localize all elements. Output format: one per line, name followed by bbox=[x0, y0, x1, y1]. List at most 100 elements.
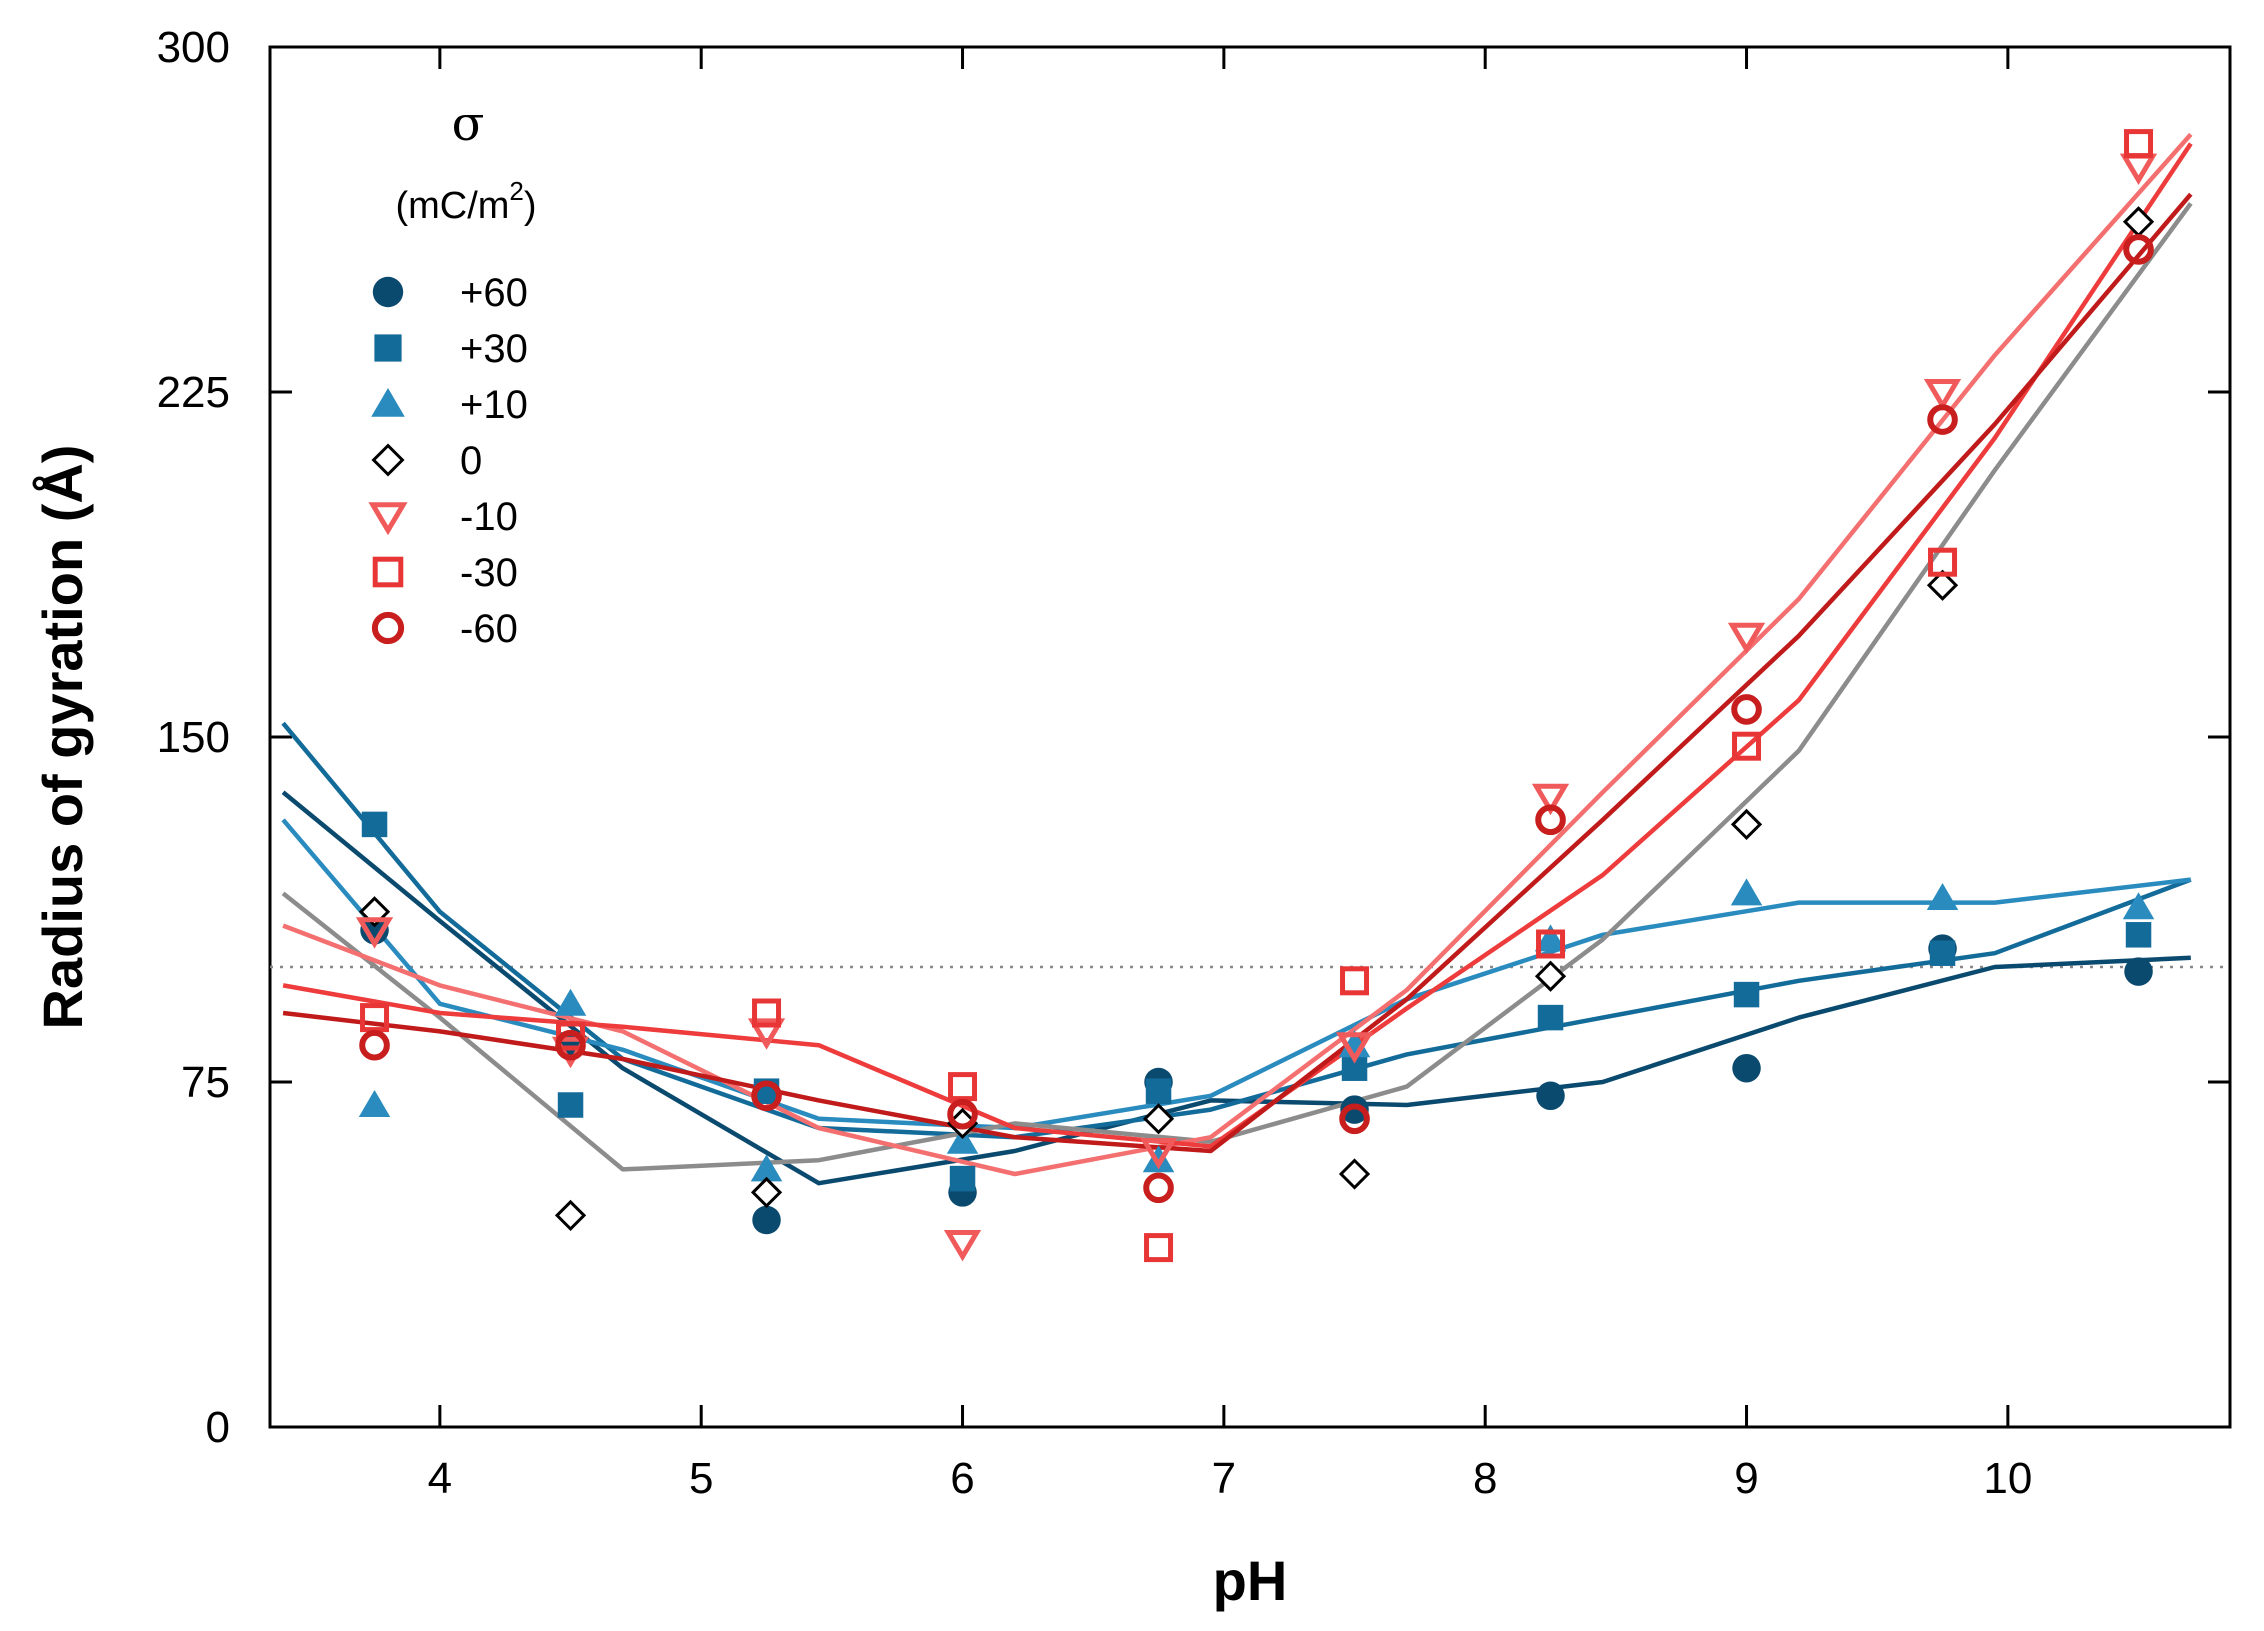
legend-marker-plus60 bbox=[372, 276, 404, 308]
data-point-plus30 bbox=[1929, 940, 1956, 966]
fit-line-0 bbox=[281, 202, 2193, 1172]
data-points bbox=[355, 129, 2158, 1263]
data-point-0 bbox=[750, 1176, 783, 1209]
data-point-plus10 bbox=[946, 1126, 979, 1154]
legend-marker-minus30 bbox=[372, 556, 404, 588]
y-tick-label: 75 bbox=[181, 1058, 230, 1107]
legend-marker-minus60 bbox=[371, 611, 405, 645]
legend-marker-0 bbox=[371, 443, 405, 477]
data-point-0 bbox=[1338, 1158, 1371, 1190]
data-point-minus60 bbox=[1927, 404, 1958, 435]
data-point-minus30 bbox=[1536, 929, 1566, 959]
fit-line-plus10 bbox=[281, 818, 2192, 1131]
data-point-minus10 bbox=[1139, 1138, 1178, 1170]
legend-label: -30 bbox=[460, 551, 518, 595]
x-axis-title: pH bbox=[1213, 1549, 1288, 1612]
x-tick-label: 7 bbox=[1212, 1454, 1236, 1503]
data-point-minus10 bbox=[747, 1018, 786, 1050]
data-point-minus10 bbox=[355, 917, 394, 949]
legend-label: -60 bbox=[460, 607, 518, 651]
y-tick-label: 225 bbox=[157, 368, 230, 417]
data-point-plus60 bbox=[1340, 1095, 1369, 1124]
data-point-minus60 bbox=[2123, 234, 2154, 265]
data-point-plus60 bbox=[2124, 957, 2153, 986]
data-point-minus60 bbox=[555, 1029, 586, 1061]
data-point-plus10 bbox=[1534, 924, 1567, 952]
data-point-minus30 bbox=[1144, 1233, 1174, 1263]
legend-label: +60 bbox=[460, 271, 528, 315]
data-point-plus60 bbox=[360, 915, 389, 945]
data-point-minus10 bbox=[1531, 783, 1570, 816]
data-point-plus60 bbox=[752, 1205, 781, 1235]
legend-entries: +60 +30 +10 0 -10 -30 -60 bbox=[368, 271, 528, 651]
data-point-minus30 bbox=[2124, 129, 2154, 159]
data-point-minus30 bbox=[1928, 547, 1958, 577]
data-point-plus10 bbox=[554, 988, 587, 1016]
data-point-minus60 bbox=[1731, 694, 1762, 725]
legend-marker-plus30 bbox=[374, 334, 402, 362]
data-point-minus30 bbox=[948, 1072, 978, 1102]
axes: 4 5 6 7 8 9 10 0 75 150 225 300 bbox=[157, 23, 2230, 1503]
data-point-plus30 bbox=[1145, 1078, 1172, 1104]
data-point-minus10 bbox=[943, 1230, 982, 1262]
data-point-minus60 bbox=[1339, 1103, 1370, 1135]
x-tick-label: 9 bbox=[1734, 1454, 1758, 1503]
data-point-0 bbox=[1926, 569, 1959, 601]
data-point-plus10 bbox=[1142, 1145, 1175, 1173]
fit-line-minus10 bbox=[282, 132, 2193, 1177]
data-point-0 bbox=[1142, 1103, 1175, 1135]
data-point-plus30 bbox=[2125, 922, 2152, 948]
data-point-minus30 bbox=[360, 1003, 390, 1033]
data-point-minus60 bbox=[359, 1029, 390, 1061]
x-tick-label: 6 bbox=[950, 1454, 974, 1503]
data-point-0 bbox=[2122, 206, 2155, 238]
data-point-minus60 bbox=[947, 1098, 978, 1130]
data-point-0 bbox=[554, 1199, 587, 1232]
data-point-plus30 bbox=[361, 811, 388, 838]
data-point-plus10 bbox=[1730, 878, 1763, 906]
data-point-minus30 bbox=[1732, 731, 1762, 761]
legend-unit: (mC/m2) bbox=[395, 176, 536, 227]
y-tick-label: 300 bbox=[157, 23, 230, 72]
legend-marker-plus10 bbox=[371, 388, 405, 417]
data-point-minus10 bbox=[2119, 153, 2158, 185]
fit-line-plus60 bbox=[281, 790, 2191, 1186]
x-tick-label: 8 bbox=[1473, 1454, 1497, 1503]
data-point-plus30 bbox=[1733, 981, 1760, 1008]
y-tick-label: 0 bbox=[206, 1403, 230, 1452]
fit-line-plus30 bbox=[281, 721, 2192, 1140]
y-axis-title: Radius of gyration (Å) bbox=[31, 445, 94, 1030]
data-point-minus30 bbox=[1340, 966, 1370, 996]
data-point-minus60 bbox=[751, 1080, 782, 1112]
data-point-minus60 bbox=[1143, 1172, 1174, 1204]
legend-label: +30 bbox=[460, 327, 528, 371]
data-point-plus10 bbox=[750, 1154, 783, 1182]
data-point-plus10 bbox=[1926, 883, 1959, 910]
data-point-minus60 bbox=[1535, 804, 1566, 836]
data-point-minus10 bbox=[1923, 379, 1962, 411]
legend-label: 0 bbox=[460, 439, 482, 483]
y-tick-label: 150 bbox=[157, 713, 230, 762]
data-point-minus30 bbox=[752, 998, 782, 1028]
data-point-plus10 bbox=[2122, 892, 2155, 920]
x-tick-label: 4 bbox=[428, 1454, 452, 1503]
legend-title-sigma: σ bbox=[452, 96, 485, 152]
x-tick-label: 10 bbox=[1983, 1454, 2032, 1503]
data-point-minus10 bbox=[1727, 622, 1766, 655]
legend: σ (mC/m2) +60 +30 +10 0 -10 -30 -60 bbox=[368, 96, 537, 651]
data-point-plus60 bbox=[1732, 1053, 1761, 1083]
data-point-plus60 bbox=[1536, 1081, 1565, 1111]
legend-label: +10 bbox=[460, 383, 528, 427]
data-point-plus30 bbox=[1537, 1004, 1564, 1031]
data-point-plus10 bbox=[358, 1090, 391, 1117]
data-point-0 bbox=[1730, 808, 1763, 841]
legend-marker-minus10 bbox=[368, 502, 408, 536]
data-point-plus30 bbox=[557, 1092, 584, 1118]
data-point-plus30 bbox=[949, 1165, 976, 1192]
data-point-0 bbox=[1534, 960, 1567, 992]
data-point-minus10 bbox=[1335, 1032, 1374, 1064]
data-point-plus10 bbox=[1338, 1030, 1371, 1058]
x-tick-label: 5 bbox=[689, 1454, 713, 1503]
legend-label: -10 bbox=[460, 495, 518, 539]
